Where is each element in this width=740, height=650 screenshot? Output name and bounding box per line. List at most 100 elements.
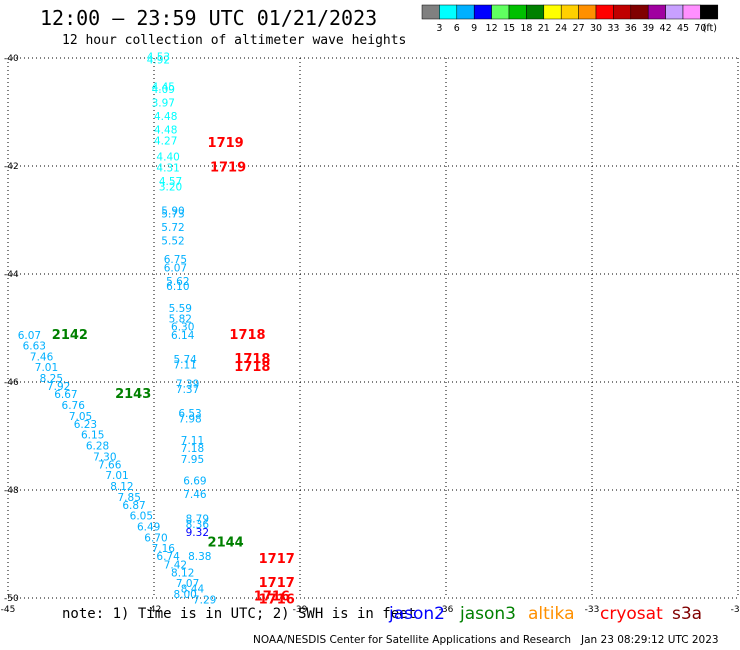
- legend-label: 24: [555, 23, 567, 34]
- legend-swatch: [613, 4, 632, 20]
- x-tick-label: -36: [439, 605, 454, 615]
- wave-height-label: 5.62: [166, 276, 189, 288]
- legend-label: 45: [677, 23, 689, 34]
- pass-number-label: 1716: [254, 590, 290, 605]
- legend-swatch: [700, 4, 719, 20]
- legend-swatch: [543, 4, 562, 20]
- wave-height-label: 5.59: [169, 303, 192, 315]
- pass-number-label: 1718: [234, 352, 270, 367]
- wave-height-label: 4.27: [154, 135, 177, 147]
- wave-height-label: 6.67: [54, 389, 77, 401]
- legend-label: 21: [538, 23, 550, 34]
- pass-number-label: 1717: [259, 552, 295, 567]
- legend-unit: (ft): [703, 23, 717, 34]
- x-tick-label: -39: [293, 605, 308, 615]
- pass-number-label: 1719: [208, 136, 244, 151]
- legend-label: 27: [573, 23, 585, 34]
- wave-height-label: 8.25: [40, 373, 63, 385]
- wave-height-label: 7.01: [105, 470, 128, 482]
- wave-height-label: 6.76: [62, 400, 86, 412]
- legend-label: 6: [454, 23, 460, 34]
- wave-height-label: 6.70: [144, 532, 167, 544]
- wave-height-label: 4.31: [156, 162, 179, 174]
- wave-height-label: 8.12: [110, 481, 133, 493]
- wave-height-label: 6.15: [81, 430, 104, 442]
- wave-height-label: 7.30: [93, 451, 116, 463]
- legend-swatch: [578, 4, 597, 20]
- wave-height-label: 6.75: [164, 254, 187, 266]
- pass-number-label: 1716: [259, 592, 295, 607]
- legend-label: 15: [503, 23, 515, 34]
- wave-height-label: 9.32: [186, 527, 209, 539]
- legend-swatch: [647, 4, 666, 20]
- wave-height-label: 8.44: [181, 584, 205, 596]
- wave-height-label: 7.07: [176, 578, 199, 590]
- wave-height-label: 7.46: [30, 351, 54, 363]
- wave-height-label: 8.79: [186, 513, 209, 525]
- wave-height-label: 3.20: [159, 181, 182, 193]
- wave-height-label: 5.90: [161, 206, 184, 218]
- legend-label: 18: [520, 23, 532, 34]
- wave-height-label: 8.12: [171, 567, 194, 579]
- wave-height-label: 7.01: [35, 362, 58, 374]
- legend-swatch: [526, 4, 545, 20]
- legend-swatch: [456, 4, 475, 20]
- wave-height-label: 7.18: [181, 443, 204, 455]
- wave-height-label: 6.28: [86, 441, 109, 453]
- wave-height-label: 6.23: [74, 419, 97, 431]
- wave-height-label: 6.49: [137, 522, 160, 534]
- legend-swatch: [682, 4, 701, 20]
- legend-label: 39: [642, 23, 654, 34]
- wave-height-label: 6.63: [23, 341, 46, 353]
- y-tick-label: -44: [4, 270, 19, 280]
- legend-label: 3: [436, 23, 442, 34]
- pass-number-label: 1717: [259, 576, 295, 591]
- wave-height-label: 5.74: [173, 354, 197, 366]
- wave-height-label: 6.07: [164, 262, 187, 274]
- legend-label: 33: [607, 23, 619, 34]
- legend-jason2: jason2: [389, 604, 445, 624]
- legend-label: 9: [471, 23, 477, 34]
- wave-height-label: 7.11: [173, 360, 196, 372]
- wave-height-label: 7.85: [118, 492, 141, 504]
- wave-height-label: 5.52: [161, 235, 184, 247]
- pass-number-label: 2142: [52, 328, 88, 343]
- wave-height-label: 4.40: [156, 152, 179, 164]
- pass-number-label: 2143: [115, 387, 151, 402]
- wave-height-label: 7.98: [178, 414, 201, 426]
- legend-swatch: [508, 4, 527, 20]
- wave-height-label: 4.53: [147, 52, 170, 64]
- wave-height-label: 4.92: [147, 54, 170, 66]
- y-tick-label: -50: [4, 594, 19, 604]
- wave-height-label: 5.73: [161, 208, 184, 220]
- plot-area: [8, 58, 738, 598]
- wave-height-label: 4.48: [154, 125, 177, 137]
- wave-height-label: 7.42: [164, 559, 187, 571]
- wave-height-label: 5.82: [169, 314, 192, 326]
- wave-height-label: 6.07: [18, 330, 41, 342]
- legend-swatch: [665, 4, 684, 20]
- wave-height-label: 7.29: [193, 594, 216, 606]
- legend-s3a: s3a: [672, 604, 703, 624]
- wave-height-label: 4.45: [152, 81, 175, 93]
- wave-height-label: 7.66: [98, 459, 122, 471]
- axis-tick-labels: -45 -42 -39 -36 -33 -30 -40 -42 -44 -46 -48 -50: [1, 54, 740, 615]
- legend-swatch: [491, 4, 510, 20]
- wave-height-label: 6.05: [130, 511, 153, 523]
- legend-swatch: [439, 4, 458, 20]
- wave-height-label: 6.30: [171, 322, 194, 334]
- wave-height-label: 7.11: [181, 435, 204, 447]
- wave-height-label: 6.69: [183, 476, 206, 488]
- y-tick-label: -46: [4, 378, 19, 388]
- legend-label: 42: [660, 23, 672, 34]
- footer-note: note: 1) Time is in UTC; 2) SWH is in fe…: [62, 606, 417, 622]
- wave-height-label: 7.95: [181, 454, 204, 466]
- color-legend: 3 6 9 12 15 18 21 24 27 30 33 36 39 42 45 70(ft): [421, 4, 719, 34]
- wave-height-label: 8.00: [173, 589, 196, 601]
- wave-height-label: 6.53: [178, 408, 201, 420]
- legend-swatch: [560, 4, 579, 20]
- page-subtitle: 12 hour collection of altimeter wave hei…: [62, 33, 407, 48]
- legend-label: 30: [590, 23, 602, 34]
- y-tick-label: -40: [4, 54, 19, 64]
